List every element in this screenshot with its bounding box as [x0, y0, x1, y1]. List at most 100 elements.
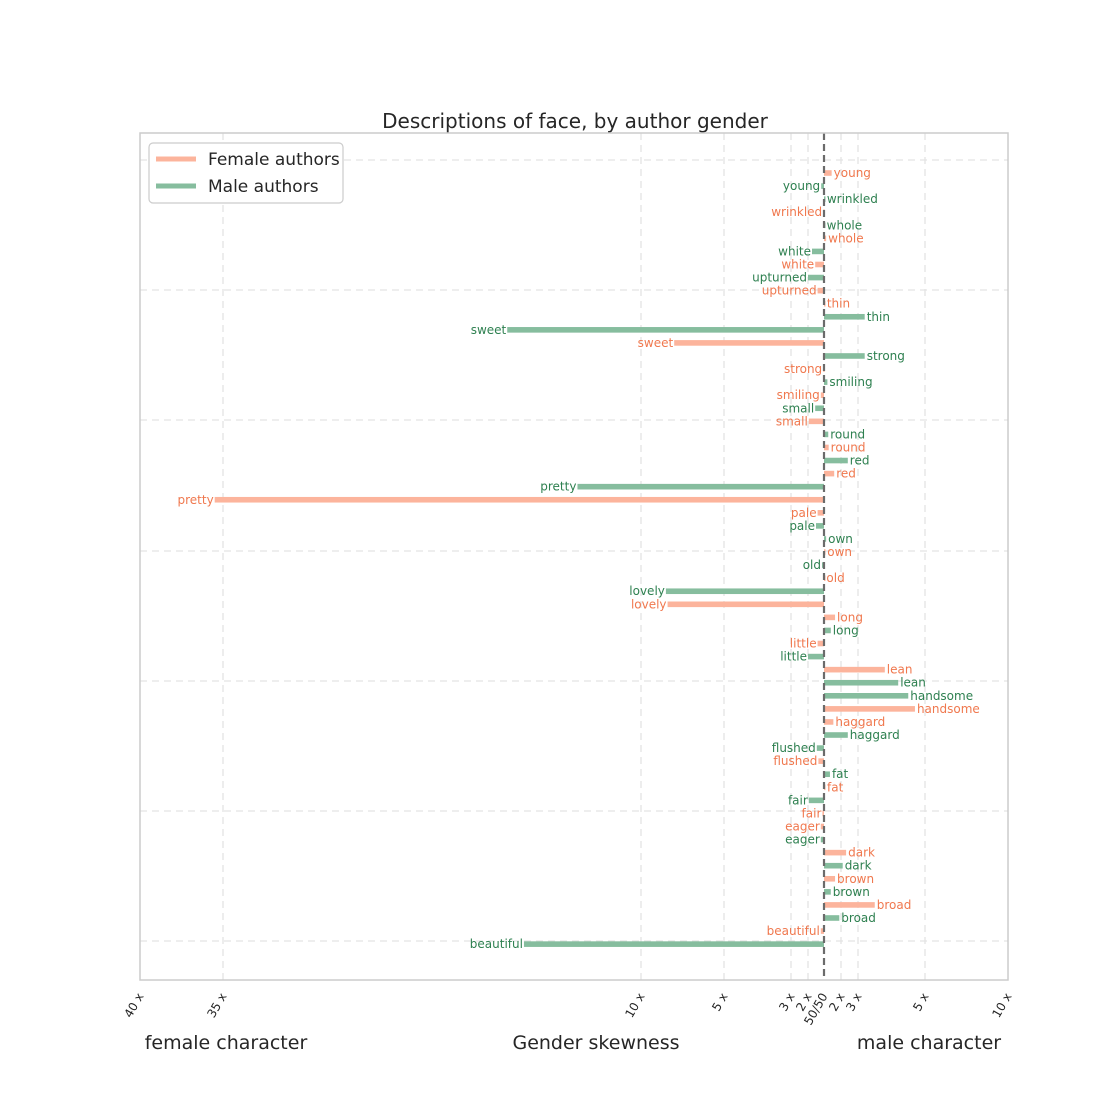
bar-white-male [812, 248, 824, 255]
bar-label-brown-female: brown [837, 872, 874, 886]
bar-label-young-female: young [834, 166, 871, 180]
bar-beautiful-female [820, 928, 824, 934]
bar-little-female [817, 640, 824, 647]
bar-dark-female [824, 849, 847, 856]
bar-fat-male [824, 771, 830, 778]
bar-label-lean-female: lean [887, 663, 913, 677]
bar-round-male [824, 431, 829, 438]
bar-label-fat-male: fat [832, 767, 849, 781]
bar-eager-female [820, 823, 824, 830]
bar-label-little-male: little [780, 650, 807, 664]
bar-label-old-female: old [826, 571, 844, 585]
bar-label-brown-male: brown [833, 885, 870, 899]
bar-label-flushed-female: flushed [773, 754, 817, 768]
bar-sweet-male [507, 327, 824, 333]
bar-dark-male [824, 862, 843, 869]
bar-lean-female [824, 666, 885, 673]
bar-label-white-male: white [778, 244, 811, 258]
bar-label-own-male: own [828, 532, 853, 546]
bar-label-small-male: small [782, 401, 814, 415]
bar-label-long-female: long [837, 610, 863, 624]
bar-little-male [808, 653, 824, 660]
bar-label-upturned-male: upturned [752, 271, 807, 285]
bar-label-handsome-male: handsome [910, 689, 973, 703]
bar-handsome-male [824, 693, 909, 699]
bar-strong-male [824, 353, 865, 359]
bar-red-male [824, 457, 848, 464]
bar-sweet-female [674, 340, 824, 346]
bar-label-old-male: old [803, 558, 821, 572]
bar-label-own-female: own [827, 545, 852, 559]
bar-label-young-male: young [783, 179, 820, 193]
bar-label-lovely-female: lovely [631, 597, 667, 611]
bar-fair-female [822, 810, 824, 817]
x-tick-label: 10 x [622, 991, 647, 1021]
bar-label-sweet-male: sweet [471, 323, 507, 337]
bar-thin-male [824, 313, 865, 320]
bar-label-strong-female: strong [784, 362, 822, 376]
bar-label-beautiful-male: beautiful [470, 937, 523, 951]
x-tick-label: 3 x [776, 991, 797, 1014]
bar-label-smiling-male: smiling [829, 375, 872, 389]
bar-label-flushed-male: flushed [772, 741, 816, 755]
bar-smiling-male [824, 379, 828, 385]
bar-label-eager-female: eager [785, 820, 820, 834]
x-tick-label: 5 x [910, 991, 931, 1014]
bar-small-male [815, 405, 824, 412]
legend: Female authors Male authors [148, 142, 344, 204]
bar-label-long-male: long [833, 623, 859, 637]
bar-label-little-female: little [790, 637, 817, 651]
bar-label-whole-male: whole [827, 218, 862, 232]
x-axis-label: Gender skewness [512, 1032, 679, 1054]
bar-fair-male [808, 797, 824, 804]
left-axis-label: female character [145, 1032, 308, 1054]
bar-label-whole-female: whole [828, 231, 863, 245]
bar-label-handsome-female: handsome [917, 702, 980, 716]
x-tick-label: 10 x [989, 991, 1014, 1021]
bar-label-dark-female: dark [848, 846, 875, 860]
bar-label-fair-male: fair [788, 793, 808, 807]
bar-label-lean-male: lean [900, 676, 926, 690]
bar-handsome-female [824, 706, 915, 712]
bar-label-white-female: white [781, 257, 814, 271]
bar-label-fair-female: fair [802, 806, 822, 820]
bar-label-beautiful-female: beautiful [767, 924, 820, 938]
bar-label-haggard-female: haggard [835, 715, 885, 729]
bar-round-female [824, 444, 829, 451]
bar-label-red-male: red [850, 454, 870, 468]
bar-white-female [815, 261, 824, 268]
bar-label-thin-female: thin [827, 297, 850, 311]
bar-label-pretty-male: pretty [540, 480, 576, 494]
bar-broad-male [824, 915, 840, 921]
bar-label-broad-female: broad [877, 898, 912, 912]
bar-brown-male [824, 889, 831, 895]
x-tick-label: 2 x [826, 991, 847, 1014]
bar-label-broad-male: broad [841, 911, 876, 925]
bar-label-dark-male: dark [845, 859, 872, 873]
legend-label-male: Male authors [208, 177, 319, 197]
bar-label-pale-male: pale [789, 519, 815, 533]
bar-label-fat-female: fat [827, 780, 844, 794]
bar-label-round-female: round [831, 440, 866, 454]
plot-frame [139, 132, 1009, 981]
bar-label-haggard-male: haggard [850, 728, 900, 742]
bar-upturned-male [808, 274, 824, 281]
bar-upturned-female [817, 287, 824, 294]
bar-label-lovely-male: lovely [629, 584, 665, 598]
bar-label-sweet-female: sweet [638, 336, 674, 350]
bar-lean-male [824, 679, 899, 686]
bar-label-pale-female: pale [791, 506, 817, 520]
bar-label-round-male: round [830, 427, 865, 441]
bar-label-smiling-female: smiling [777, 388, 820, 402]
bar-flushed-female [818, 758, 824, 764]
bar-young-male [821, 183, 824, 189]
bar-label-wrinkled-male: wrinkled [827, 192, 878, 206]
bar-label-eager-male: eager [785, 833, 820, 847]
bar-long-female [824, 614, 836, 621]
bar-label-upturned-female: upturned [762, 284, 817, 298]
x-tick-label: 40 x [121, 991, 146, 1021]
x-tick-label: 35 x [204, 991, 229, 1021]
